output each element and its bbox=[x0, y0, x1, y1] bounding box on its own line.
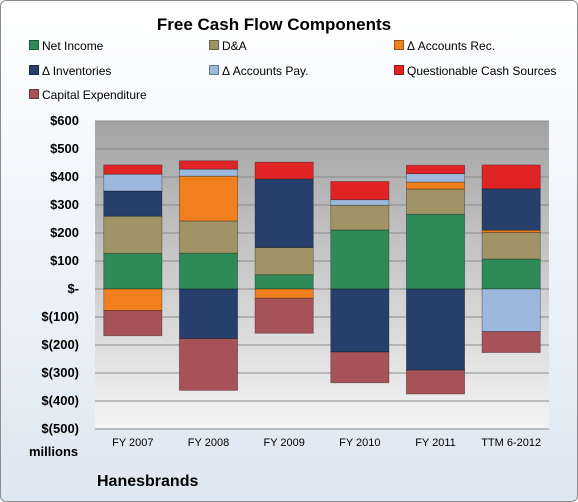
bar-segment bbox=[481, 331, 541, 353]
x-tick-label: FY 2011 bbox=[415, 437, 456, 449]
bar-segment bbox=[254, 274, 314, 290]
legend-item-inventories: Δ Inventories bbox=[29, 64, 111, 78]
bar-segment bbox=[178, 252, 239, 290]
bar-segment bbox=[405, 173, 466, 183]
bar-segment bbox=[254, 161, 314, 180]
legend-item-accounts-pay: Δ Accounts Pay. bbox=[209, 64, 309, 78]
bar-segment bbox=[103, 288, 163, 311]
legend-swatch bbox=[209, 40, 219, 50]
y-tick-label: $500 bbox=[50, 141, 79, 156]
bar-segment bbox=[330, 199, 390, 206]
bar-segment bbox=[330, 204, 390, 231]
y-tick-label: $(300) bbox=[41, 365, 79, 380]
legend-item-accounts-rec: Δ Accounts Rec. bbox=[394, 39, 495, 53]
legend-item-capex: Capital Expenditure bbox=[29, 88, 147, 102]
unit-label: millions bbox=[29, 444, 79, 459]
y-tick-label: $- bbox=[67, 281, 79, 296]
bar-segment bbox=[103, 215, 163, 254]
x-tick-label: FY 2007 bbox=[112, 437, 153, 449]
y-tick-label: $300 bbox=[50, 197, 79, 212]
bar-segment bbox=[178, 175, 239, 222]
bar-segment bbox=[330, 288, 390, 353]
y-tick-label: $600 bbox=[50, 113, 79, 128]
x-tick-label: FY 2009 bbox=[263, 437, 304, 449]
x-tick-label: TTM 6-2012 bbox=[481, 437, 541, 449]
y-tick-label: $200 bbox=[50, 225, 79, 240]
legend-label: Δ Accounts Pay. bbox=[222, 64, 309, 78]
y-tick-label: $(400) bbox=[41, 393, 79, 408]
legend-item-da: D&A bbox=[209, 39, 247, 53]
legend-label: Δ Inventories bbox=[42, 64, 112, 78]
bar-segment bbox=[254, 288, 314, 299]
legend-swatch bbox=[29, 40, 39, 50]
bar-segment bbox=[481, 258, 541, 290]
bar-segment bbox=[481, 164, 541, 190]
legend-label: Net Income bbox=[42, 39, 104, 53]
bar-segment bbox=[330, 229, 390, 290]
chart-title: Free Cash Flow Components bbox=[156, 15, 392, 34]
plot-area bbox=[95, 121, 549, 429]
bar-segment bbox=[330, 181, 390, 201]
bar-segment bbox=[178, 168, 239, 177]
bar-segment bbox=[254, 247, 314, 276]
bar-segment bbox=[178, 220, 239, 254]
y-tick-label: $(100) bbox=[41, 309, 79, 324]
legend-swatch bbox=[29, 65, 39, 75]
bar-segment bbox=[103, 190, 163, 217]
bar-segment bbox=[103, 253, 163, 290]
legend-label: D&A bbox=[222, 39, 247, 53]
legend-label: Questionable Cash Sources bbox=[407, 64, 557, 78]
legend-swatch bbox=[394, 40, 404, 50]
legend-swatch bbox=[394, 65, 404, 75]
bar-segment bbox=[405, 181, 466, 190]
bar-segment bbox=[254, 178, 314, 248]
bar-segment bbox=[405, 188, 466, 215]
x-tick-label: FY 2010 bbox=[339, 437, 380, 449]
bar-segment bbox=[481, 288, 541, 332]
bar-segment bbox=[103, 173, 163, 192]
bar-segment bbox=[405, 164, 466, 175]
y-tick-label: $400 bbox=[50, 169, 79, 184]
legend-item-questionable-cash: Questionable Cash Sources bbox=[394, 64, 556, 78]
bar-segment bbox=[103, 310, 163, 337]
bar-segment bbox=[481, 232, 541, 260]
x-tick-label: FY 2008 bbox=[188, 437, 229, 449]
bar-segment bbox=[405, 213, 466, 290]
legend-item-net-income: Net Income bbox=[29, 39, 103, 53]
legend-label: Capital Expenditure bbox=[42, 88, 147, 102]
legend-swatch bbox=[29, 89, 39, 99]
bar-segment bbox=[405, 288, 466, 371]
legend-label: Δ Accounts Rec. bbox=[407, 39, 496, 53]
y-tick-label: $(200) bbox=[41, 337, 79, 352]
bar-segment bbox=[178, 288, 239, 339]
y-tick-label: $(500) bbox=[41, 421, 79, 436]
bar-segment bbox=[405, 369, 466, 395]
bar-segment bbox=[481, 188, 541, 231]
y-tick-label: $100 bbox=[50, 253, 79, 268]
legend-swatch bbox=[209, 65, 219, 75]
bar-segment bbox=[330, 351, 390, 384]
bar-segment bbox=[254, 297, 314, 334]
company-label: Hanesbrands bbox=[97, 473, 199, 490]
bar-segment bbox=[178, 160, 239, 170]
bar-segment bbox=[178, 338, 239, 391]
bar-segment bbox=[103, 164, 163, 175]
